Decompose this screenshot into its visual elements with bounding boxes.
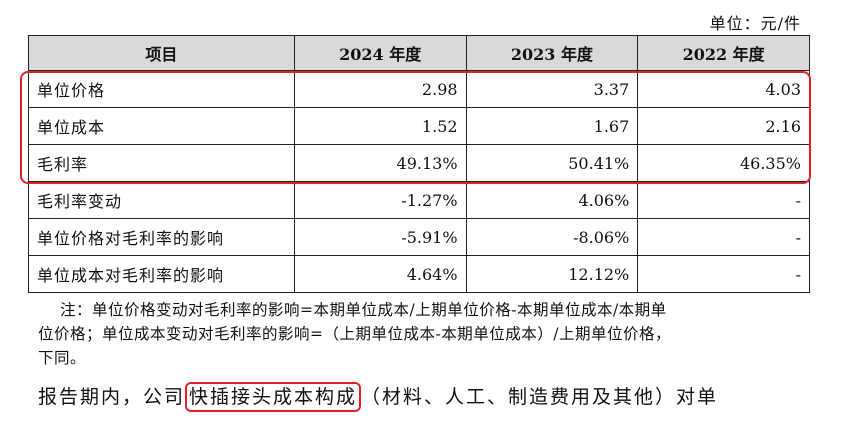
cell-2022: -: [637, 181, 810, 219]
row-label: 单位成本: [28, 107, 295, 145]
table-row: 单位价格 2.98 3.37 4.03: [28, 70, 810, 108]
cost-table: 项目 2024 年度 2023 年度 2022 年度 单位价格 2.98 3.3…: [28, 35, 810, 293]
cell-2024: -1.27%: [293, 181, 467, 219]
header-item: 项目: [28, 35, 295, 71]
cell-2022: -: [637, 255, 810, 293]
header-2022: 2022 年度: [637, 35, 810, 71]
paragraph-text-before: 报告期内，公司: [38, 386, 186, 408]
footnote-line-3: 下同。: [38, 349, 87, 367]
unit-label: 单位：元/件: [709, 14, 801, 33]
footnote-line-1: 注：单位价格变动对毛利率的影响=本期单位成本/上期单位价格-本期单位成本/本期单: [60, 301, 667, 319]
table-header-row: 项目 2024 年度 2023 年度 2022 年度: [28, 35, 810, 71]
row-label: 单位价格: [28, 70, 295, 108]
footnote-line-2: 位价格；单位成本变动对毛利率的影响=（上期单位成本-本期单位成本）/上期单位价格…: [38, 325, 671, 343]
header-2023: 2023 年度: [465, 35, 639, 71]
table-row: 毛利率 49.13% 50.41% 46.35%: [28, 144, 810, 182]
row-label: 单位成本对毛利率的影响: [28, 255, 295, 293]
table-row: 单位价格对毛利率的影响 -5.91% -8.06% -: [28, 218, 810, 256]
row-label: 毛利率: [28, 144, 295, 182]
cell-2023: 4.06%: [465, 181, 639, 219]
header-2024: 2024 年度: [293, 35, 467, 71]
cell-2023: 1.67: [465, 107, 639, 145]
cell-2023: 3.37: [465, 70, 639, 108]
cell-2024: 2.98: [293, 70, 467, 108]
cell-2022: -: [637, 218, 810, 256]
cell-2024: 49.13%: [293, 144, 467, 182]
cell-2023: -8.06%: [465, 218, 639, 256]
body-paragraph: 报告期内，公司 快插接头成本构成 （材料、人工、制造费用及其他）对单: [38, 382, 818, 412]
row-label: 单位价格对毛利率的影响: [28, 218, 295, 256]
cell-2023: 12.12%: [465, 255, 639, 293]
table-row: 单位成本对毛利率的影响 4.64% 12.12% -: [28, 255, 810, 293]
row-label: 毛利率变动: [28, 181, 295, 219]
cell-2022: 2.16: [637, 107, 810, 145]
cell-2022: 46.35%: [637, 144, 810, 182]
table-footnote: 注：单位价格变动对毛利率的影响=本期单位成本/上期单位价格-本期单位成本/本期单…: [38, 298, 798, 370]
table-row: 单位成本 1.52 1.67 2.16: [28, 107, 810, 145]
cell-2024: 1.52: [293, 107, 467, 145]
cell-2022: 4.03: [637, 70, 810, 108]
cell-2023: 50.41%: [465, 144, 639, 182]
paragraph-text-after: （材料、人工、制造费用及其他）对单: [361, 386, 719, 408]
cell-2024: -5.91%: [293, 218, 467, 256]
highlighted-phrase: 快插接头成本构成: [185, 382, 362, 412]
cell-2024: 4.64%: [293, 255, 467, 293]
table-row: 毛利率变动 -1.27% 4.06% -: [28, 181, 810, 219]
